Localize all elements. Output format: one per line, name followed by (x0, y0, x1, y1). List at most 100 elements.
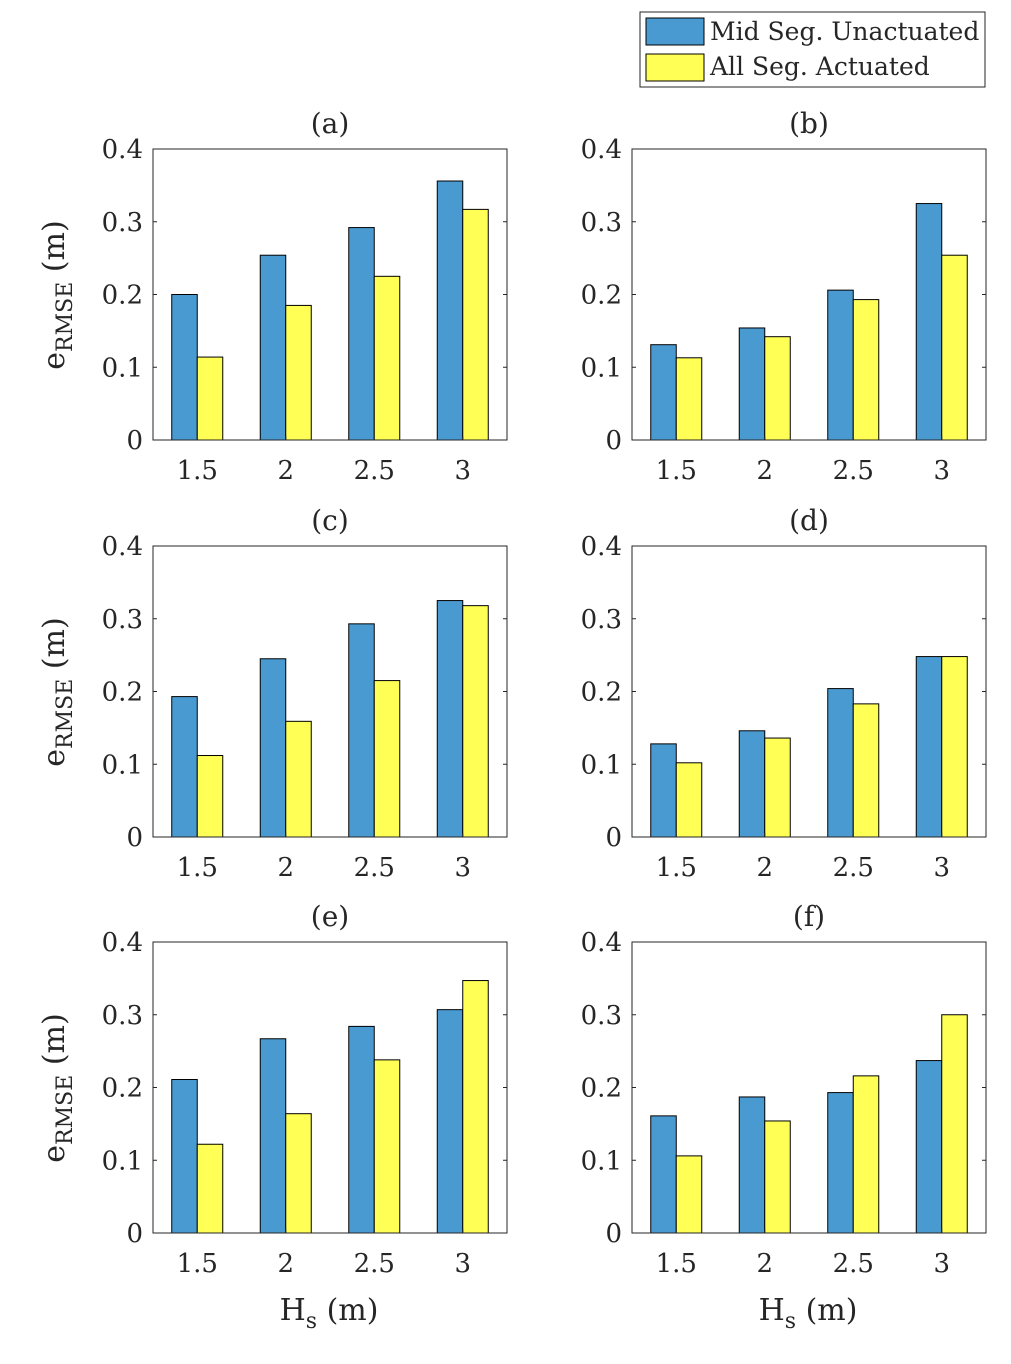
x-tick-label-a-3: 3 (454, 456, 471, 486)
x-tick-label-e-1: 2 (277, 1249, 294, 1279)
y-tick-label-f-0: 0 (605, 1219, 622, 1249)
bar-a-all-seg-2 (285, 304, 312, 441)
y-tick-label-b-4: 0.4 (581, 135, 622, 165)
x-tick-label-d-2: 2.5 (833, 853, 874, 883)
panel-title-e: (e) (311, 900, 349, 933)
bar-c-all-seg-1.5 (196, 755, 224, 838)
bar-a-mid-seg-1.5 (171, 294, 198, 441)
y-tick-label-c-1: 0.1 (102, 750, 143, 780)
y-tick-label-e-4: 0.4 (102, 928, 143, 958)
bar-c-all-seg-3 (462, 605, 489, 838)
y-tick-label-b-2: 0.2 (581, 281, 622, 311)
bar-f-all-seg-3 (941, 1014, 968, 1234)
panels: 0 0.1 0.2 0.3 0.4 1.5 2 2.5 3 (a) 0 0.1 0.2 0.3 0.4 1.5… (102, 107, 987, 1279)
bar-e-all-seg-2.5 (373, 1059, 401, 1234)
y-tick-label-e-0: 0 (126, 1219, 143, 1249)
bar-b-mid-seg-3 (915, 203, 943, 441)
x-tick-label-e-0: 1.5 (177, 1249, 218, 1279)
x-tick-label-c-2: 2.5 (354, 853, 395, 883)
x-tick-label-f-1: 2 (756, 1249, 773, 1279)
y-tick-label-f-4: 0.4 (581, 928, 622, 958)
y-axis-label-row-2: eRMSE (m) (37, 617, 78, 766)
bar-e-mid-seg-2.5 (348, 1025, 375, 1234)
legend-swatch-mid-seg (645, 17, 705, 46)
panel-title-a: (a) (311, 107, 350, 140)
y-tick-label-c-4: 0.4 (102, 532, 143, 562)
bar-e-mid-seg-1.5 (171, 1078, 198, 1234)
bar-a-all-seg-2.5 (373, 275, 401, 441)
bar-f-mid-seg-2.5 (827, 1092, 854, 1234)
bar-a-mid-seg-2 (259, 254, 287, 441)
y-tick-label-d-0: 0 (605, 823, 622, 853)
bar-e-all-seg-2 (285, 1113, 312, 1234)
x-tick-label-d-3: 3 (933, 853, 950, 883)
legend-swatch-all-seg (645, 53, 705, 82)
bar-c-all-seg-2.5 (373, 680, 401, 838)
y-tick-label-a-4: 0.4 (102, 135, 143, 165)
x-tick-label-a-1: 2 (277, 456, 294, 486)
bar-d-mid-seg-3 (915, 656, 943, 838)
bar-c-all-seg-2 (285, 720, 312, 838)
bar-f-all-seg-2.5 (852, 1075, 880, 1234)
bar-d-mid-seg-1.5 (650, 743, 677, 838)
y-tick-label-d-2: 0.2 (581, 678, 622, 708)
y-tick-label-d-3: 0.3 (581, 605, 622, 635)
y-tick-label-a-2: 0.2 (102, 281, 143, 311)
bar-b-all-seg-2.5 (852, 299, 880, 441)
bar-a-all-seg-3 (462, 208, 489, 441)
bar-a-mid-seg-3 (436, 180, 464, 441)
x-tick-label-c-1: 2 (277, 853, 294, 883)
panel-e: 0 0.1 0.2 0.3 0.4 1.5 2 2.5 3 (e) (102, 900, 508, 1279)
bar-f-mid-seg-2 (738, 1096, 766, 1234)
x-tick-label-b-1: 2 (756, 456, 773, 486)
y-tick-label-b-3: 0.3 (581, 208, 622, 238)
x-tick-label-b-3: 3 (933, 456, 950, 486)
bar-c-mid-seg-3 (436, 600, 464, 838)
x-tick-label-a-0: 1.5 (177, 456, 218, 486)
x-tick-label-f-3: 3 (933, 1249, 950, 1279)
bar-c-mid-seg-2.5 (348, 623, 375, 838)
y-tick-label-e-1: 0.1 (102, 1146, 143, 1176)
y-tick-label-b-1: 0.1 (581, 353, 622, 383)
bar-b-mid-seg-2.5 (827, 289, 854, 441)
bar-f-all-seg-2 (764, 1120, 791, 1234)
bar-c-mid-seg-1.5 (171, 696, 198, 838)
x-axis-label-left: Hs (m) (280, 1293, 379, 1334)
bar-d-all-seg-1.5 (675, 762, 703, 838)
y-tick-label-b-0: 0 (605, 426, 622, 456)
y-tick-label-d-1: 0.1 (581, 750, 622, 780)
panel-title-d: (d) (789, 504, 829, 537)
bar-f-all-seg-1.5 (675, 1155, 703, 1234)
bar-b-mid-seg-2 (738, 327, 766, 441)
y-tick-label-c-3: 0.3 (102, 605, 143, 635)
x-tick-label-d-0: 1.5 (656, 853, 697, 883)
bar-b-mid-seg-1.5 (650, 344, 677, 441)
bar-c-mid-seg-2 (259, 658, 287, 838)
y-axis-label-row-1: eRMSE (m) (37, 220, 78, 369)
y-tick-label-e-3: 0.3 (102, 1001, 143, 1031)
bar-d-all-seg-3 (941, 656, 968, 838)
y-tick-label-d-4: 0.4 (581, 532, 622, 562)
x-axis-label-right: Hs (m) (759, 1293, 858, 1334)
y-tick-label-a-3: 0.3 (102, 208, 143, 238)
panel-title-b: (b) (789, 107, 829, 140)
legend: Mid Seg. Unactuated All Seg. Actuated (639, 11, 986, 88)
bar-d-all-seg-2.5 (852, 703, 880, 838)
bar-f-mid-seg-3 (915, 1060, 943, 1234)
x-tick-label-d-1: 2 (756, 853, 773, 883)
bar-b-all-seg-1.5 (675, 357, 703, 441)
bar-e-mid-seg-3 (436, 1009, 464, 1234)
y-tick-label-f-3: 0.3 (581, 1001, 622, 1031)
x-tick-label-c-0: 1.5 (177, 853, 218, 883)
y-axis-label-row-3: eRMSE (m) (37, 1013, 78, 1162)
x-tick-label-e-2: 2.5 (354, 1249, 395, 1279)
x-tick-label-f-2: 2.5 (833, 1249, 874, 1279)
legend-label-all-seg: All Seg. Actuated (709, 52, 930, 81)
bar-a-mid-seg-2.5 (348, 227, 375, 441)
panel-d: 0 0.1 0.2 0.3 0.4 1.5 2 2.5 3 (d) (581, 504, 987, 883)
y-tick-label-c-0: 0 (126, 823, 143, 853)
y-tick-label-f-2: 0.2 (581, 1074, 622, 1104)
legend-label-mid-seg: Mid Seg. Unactuated (710, 17, 979, 46)
y-tick-label-e-2: 0.2 (102, 1074, 143, 1104)
